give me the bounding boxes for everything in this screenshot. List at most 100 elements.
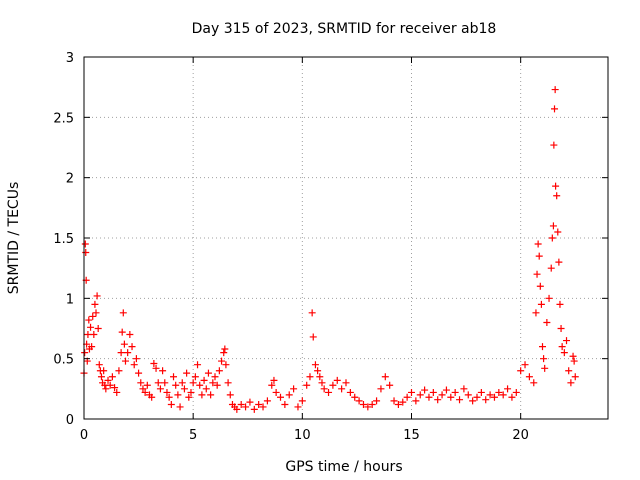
data-point	[399, 398, 407, 406]
data-point	[89, 312, 97, 320]
data-point	[306, 373, 314, 381]
data-point	[263, 397, 271, 405]
data-point	[499, 391, 507, 399]
data-point	[434, 396, 442, 404]
data-point	[541, 364, 549, 372]
y-tick-label: 0.5	[53, 353, 74, 368]
x-tick-label: 5	[189, 428, 197, 443]
data-point	[135, 369, 143, 377]
data-point	[394, 401, 402, 409]
y-tick-label: 0	[66, 413, 74, 428]
data-point	[154, 379, 162, 387]
data-point	[508, 393, 516, 401]
data-point	[390, 397, 398, 405]
data-point	[425, 393, 433, 401]
data-point	[309, 333, 317, 341]
data-point	[298, 397, 306, 405]
data-point	[113, 388, 121, 396]
data-point	[132, 355, 140, 363]
data-point	[88, 343, 96, 351]
data-point	[87, 323, 95, 331]
data-point	[281, 401, 289, 409]
data-point	[120, 340, 128, 348]
data-point	[91, 300, 99, 308]
data-point	[290, 385, 298, 393]
data-point	[460, 385, 468, 393]
data-point	[250, 405, 258, 413]
data-point	[351, 393, 359, 401]
data-point	[242, 403, 250, 411]
data-point	[525, 373, 533, 381]
data-point	[320, 385, 328, 393]
data-point	[220, 349, 228, 357]
chart-title: Day 315 of 2023, SRMTID for receiver ab1…	[192, 21, 497, 37]
data-point	[342, 379, 350, 387]
data-point	[547, 264, 555, 272]
data-point	[482, 396, 490, 404]
data-point	[355, 397, 363, 405]
data-point	[303, 381, 311, 389]
data-point	[84, 331, 92, 339]
data-point	[421, 386, 429, 394]
data-point	[115, 367, 123, 375]
data-point	[311, 361, 319, 369]
y-tick-label: 3	[66, 51, 74, 66]
data-point	[148, 393, 156, 401]
data-point	[495, 388, 503, 396]
data-point	[141, 388, 149, 396]
data-point	[121, 357, 129, 365]
data-point	[548, 234, 556, 242]
data-point	[277, 393, 284, 401]
data-point	[272, 388, 280, 396]
data-point	[555, 258, 563, 266]
data-point	[202, 385, 210, 393]
data-point	[521, 361, 529, 369]
data-point	[517, 367, 525, 375]
data-point	[185, 393, 193, 401]
data-point	[456, 396, 464, 404]
data-point	[124, 349, 132, 357]
x-tick-label: 10	[294, 428, 311, 443]
data-point	[429, 388, 437, 396]
axis-ticks: 0 5 10 15 20 0 0.5 1 1.5 2 2.5 3	[53, 51, 608, 443]
data-point	[82, 248, 90, 256]
data-point	[209, 379, 217, 387]
data-point	[90, 331, 98, 339]
data-point	[213, 381, 221, 389]
data-point	[552, 182, 560, 190]
data-point	[81, 240, 89, 248]
data-point	[308, 309, 316, 317]
y-tick-label: 1	[66, 292, 74, 307]
data-point	[111, 384, 119, 392]
data-point	[512, 388, 520, 396]
data-point	[159, 367, 167, 375]
data-point	[550, 141, 558, 149]
data-point	[318, 379, 326, 387]
data-point	[139, 385, 147, 393]
data-point	[549, 222, 557, 230]
data-point	[204, 369, 212, 377]
data-point	[187, 388, 195, 396]
data-point	[533, 270, 541, 278]
data-point	[259, 403, 267, 411]
data-point	[156, 385, 164, 393]
data-point	[329, 381, 337, 389]
data-point	[233, 405, 241, 413]
data-point	[557, 325, 565, 332]
data-point	[545, 294, 553, 302]
data-point	[270, 376, 278, 384]
data-point	[325, 388, 333, 396]
data-point	[126, 331, 134, 339]
x-tick-label: 0	[80, 428, 88, 443]
data-point	[570, 357, 578, 365]
data-point	[200, 376, 208, 384]
data-point	[386, 381, 394, 389]
data-point	[539, 343, 546, 351]
x-axis-label: GPS time / hours	[285, 459, 402, 475]
data-point	[535, 252, 543, 260]
data-point	[537, 300, 545, 308]
data-point	[294, 403, 302, 411]
data-point	[556, 300, 564, 308]
data-point	[194, 361, 202, 369]
